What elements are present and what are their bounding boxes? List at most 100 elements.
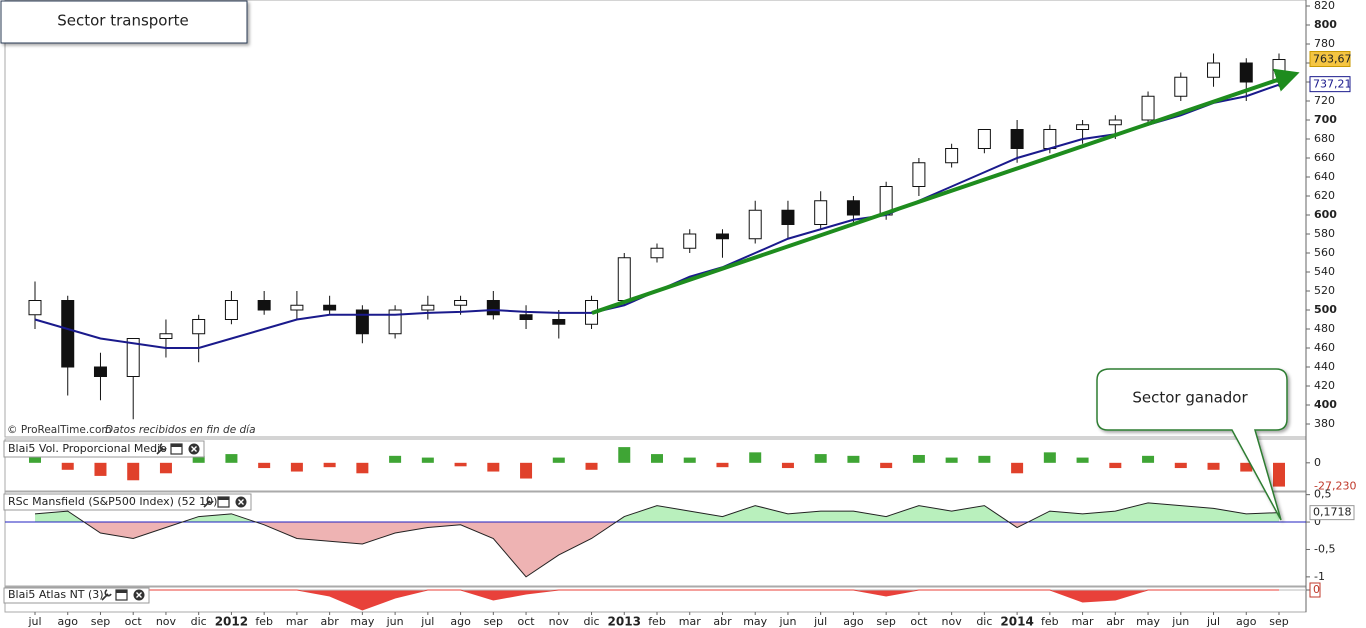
panel-header: Blai5 Vol. Proporcional Medio RSc Mansfi…	[3, 440, 252, 604]
value-tag	[1309, 51, 1351, 68]
bar	[323, 462, 336, 468]
bar	[814, 454, 827, 463]
x-tick-label: dic	[191, 615, 207, 628]
value-tag-label: 0	[1313, 583, 1320, 596]
y-tick-label: 660	[1314, 151, 1335, 164]
bar	[978, 455, 991, 463]
x-tick-label: nov	[549, 615, 570, 628]
source: © ProRealTime.com	[7, 424, 112, 436]
x-tick-label: oct	[910, 615, 928, 628]
x-tick-label: dic	[583, 615, 599, 628]
candle-body	[224, 300, 238, 320]
header-box	[3, 493, 252, 511]
x-tick-label: nov	[156, 615, 177, 628]
candle-body	[1076, 124, 1090, 130]
bar	[945, 457, 958, 463]
area-positive	[35, 502, 1279, 523]
callout-text: Sector ganador	[1132, 389, 1248, 407]
bar	[552, 457, 565, 463]
candle-body	[355, 309, 369, 335]
bar	[651, 454, 663, 463]
value-tag-label: -27,230	[1314, 480, 1356, 493]
bar	[1240, 462, 1253, 472]
x-tick-label: ago	[58, 615, 79, 628]
candle-body	[945, 148, 959, 164]
panel-title: RSc Mansfield (S&P500 Index) (52 10)	[8, 495, 217, 508]
wrench-icon	[203, 496, 214, 508]
panel-title: Blai5 Atlas NT (3)	[8, 588, 104, 601]
bar	[1174, 462, 1187, 469]
y-tick-label: -1	[1314, 570, 1325, 583]
x-tick-label: mar	[1072, 615, 1094, 628]
candle-body	[93, 366, 107, 377]
candle-body	[519, 314, 533, 320]
bar	[520, 462, 533, 479]
bar	[1011, 462, 1024, 474]
bar	[683, 457, 696, 463]
y-tick-label: -0,5	[1314, 542, 1335, 555]
x-tick-label: sep	[1269, 615, 1288, 628]
bar	[225, 454, 238, 463]
x-tick-label: jun	[1171, 615, 1189, 628]
candle-body	[912, 162, 926, 187]
x-tick-label: sep	[876, 615, 895, 628]
x-tick-label: sep	[91, 615, 110, 628]
area-negative	[84, 522, 1029, 577]
x-tick-label: feb	[255, 615, 273, 628]
x-tick-label: 2012	[215, 615, 248, 628]
x-tick-label: jul	[420, 615, 434, 628]
header-box	[3, 440, 205, 458]
candle-body	[323, 304, 337, 311]
source-note: Datos recibidos en fin de día	[105, 424, 256, 436]
y-tick-label: 460	[1314, 341, 1335, 354]
value-tag-label: 0,1718	[1313, 506, 1352, 519]
y-tick-label: 420	[1314, 379, 1335, 392]
candle-body	[159, 333, 173, 339]
bar	[1043, 452, 1056, 463]
candle-body	[781, 209, 795, 225]
x-tick-label: oct	[125, 615, 143, 628]
area-negative	[35, 590, 1279, 610]
candle-body	[1207, 62, 1221, 78]
wrench-icon	[101, 589, 112, 601]
value-tag-label: 763,67	[1313, 53, 1352, 66]
line	[35, 589, 1279, 611]
x-tick-label: may	[1136, 615, 1160, 628]
y-tick-label: 520	[1314, 284, 1335, 297]
candle-body	[1043, 129, 1057, 149]
candle-body	[421, 304, 435, 311]
candle-body	[977, 129, 991, 149]
candle-body	[486, 300, 500, 316]
candle-body	[715, 233, 729, 240]
y-tick-label: 0	[1314, 456, 1321, 469]
x-tick-label: 2014	[1000, 615, 1033, 628]
close-x	[191, 446, 197, 452]
y-tick-label: 720	[1314, 94, 1335, 107]
candle-body	[1141, 95, 1155, 121]
callout	[1096, 368, 1288, 521]
candle-body	[61, 300, 75, 368]
line	[34, 502, 1280, 578]
candle-body	[192, 319, 206, 335]
bar	[1109, 462, 1122, 469]
x-tick-label: feb	[648, 615, 666, 628]
bar	[912, 454, 925, 463]
y-tick-label: 600	[1314, 208, 1337, 221]
value-tag-label: 737,21	[1313, 78, 1352, 91]
bar	[94, 462, 107, 476]
bar	[421, 457, 434, 463]
x-tick-label: 2013	[608, 615, 641, 628]
y-tick-label: 580	[1314, 227, 1335, 240]
bar	[487, 462, 500, 472]
candle-body	[748, 209, 762, 240]
candle-body	[1239, 62, 1253, 83]
x-tick-label: jul	[1206, 615, 1220, 628]
x-tick-label: may	[743, 615, 767, 628]
bar	[127, 462, 140, 481]
bar	[749, 452, 762, 463]
x-tick-label: oct	[518, 615, 536, 628]
x-tick-label: abr	[713, 615, 732, 628]
x-tick-label: mar	[286, 615, 308, 628]
candle-body	[28, 300, 42, 316]
